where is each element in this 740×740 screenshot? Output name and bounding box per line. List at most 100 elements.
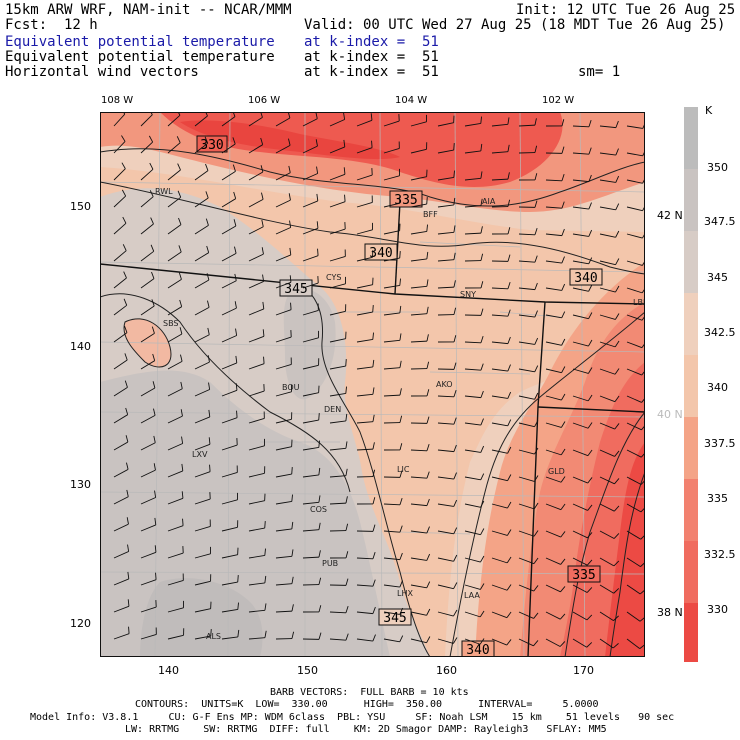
- wind-barb-flag: [399, 278, 401, 286]
- wind-barb-flag: [345, 468, 348, 476]
- wind-barb-flag: [151, 271, 155, 279]
- wind-barb: [167, 525, 184, 532]
- wind-barb: [437, 259, 454, 262]
- wind-barb: [113, 113, 126, 127]
- wind-barb: [599, 530, 615, 539]
- wind-barb-flag: [318, 495, 321, 503]
- wind-barb-flag: [453, 472, 457, 480]
- wind-barb-flag: [480, 308, 484, 316]
- wind-barb-flag: [264, 630, 267, 638]
- wind-barb: [302, 200, 318, 208]
- station-lbf: LBF: [633, 298, 645, 307]
- wind-barb-flag: [122, 244, 127, 251]
- wind-barb-flag: [178, 217, 182, 225]
- wind-barb: [221, 335, 237, 343]
- wind-barb: [221, 472, 238, 478]
- wind-barb: [113, 386, 128, 397]
- wind-barb-flag: [208, 437, 211, 445]
- wind-barb: [329, 638, 346, 641]
- wind-barb-flag: [289, 275, 292, 283]
- wind-barb: [464, 503, 481, 508]
- wind-barb: [545, 422, 562, 428]
- wind-barb-flag: [399, 305, 402, 313]
- wind-barb-flag: [426, 636, 431, 643]
- wind-barb: [275, 145, 291, 154]
- wind-barb-flag: [426, 553, 431, 561]
- wind-barb-flag: [261, 219, 264, 227]
- wind-barb-flag: [149, 162, 154, 170]
- wind-barb-flag: [560, 503, 566, 510]
- wind-barb-flag: [179, 327, 183, 335]
- wind-barb: [437, 611, 454, 617]
- wind-barb: [518, 341, 535, 345]
- wind-barb-flag: [399, 470, 403, 478]
- wind-barb: [383, 339, 400, 343]
- wind-barb: [626, 422, 642, 431]
- wind-barb: [113, 633, 130, 640]
- wind-barb-flag: [587, 532, 593, 539]
- wind-barb: [302, 173, 318, 181]
- wind-barb-flag: [506, 611, 512, 618]
- wind-barb-flag: [615, 258, 620, 265]
- wind-barb: [302, 118, 318, 127]
- wind-barb: [626, 449, 642, 458]
- wind-barb-flag: [426, 608, 431, 616]
- wind-barb: [572, 530, 588, 539]
- wind-barb-flag: [264, 603, 267, 611]
- valid-time: Valid: 00 UTC Wed 27 Aug 25 (18 MDT Tue …: [304, 17, 726, 33]
- station-den: DEN: [324, 405, 341, 414]
- wind-barb: [356, 611, 373, 615]
- wind-barb-flag: [560, 421, 566, 428]
- wind-barb-flag: [480, 528, 485, 535]
- wind-barb: [545, 260, 562, 264]
- forecast-label: Fcst:: [5, 17, 48, 33]
- wind-barb: [275, 254, 291, 262]
- wind-barb: [437, 286, 455, 289]
- wind-barb: [599, 449, 615, 457]
- wind-barb: [599, 476, 615, 485]
- station-laa: LAA: [464, 591, 480, 600]
- wind-barb-flag: [372, 442, 375, 450]
- wind-barb: [140, 442, 156, 451]
- wind-barb: [221, 581, 238, 586]
- wind-barb: [545, 611, 561, 620]
- wind-barb-flag: [260, 112, 263, 118]
- wind-barb: [302, 474, 319, 478]
- wind-barb-flag: [588, 339, 593, 347]
- wind-barb: [167, 388, 183, 397]
- colorbar-unit: K: [705, 104, 713, 117]
- wind-barb-flag: [399, 388, 402, 396]
- contour-label-335-southeast: 335: [572, 568, 595, 583]
- station-lhx: LHX: [397, 589, 413, 598]
- wind-barb-flag: [480, 226, 483, 234]
- wind-barb: [140, 223, 154, 235]
- wind-barb: [113, 195, 126, 208]
- wind-barb: [356, 638, 373, 642]
- wind-barb: [545, 530, 561, 538]
- wind-barb: [599, 503, 615, 512]
- wind-barb: [302, 282, 319, 289]
- wind-barb-flag: [150, 112, 153, 115]
- wind-barb: [383, 530, 400, 533]
- wind-barb: [221, 499, 238, 505]
- field1-level: at k-index = 51: [304, 34, 439, 50]
- wind-barb: [140, 497, 156, 505]
- wind-barb: [113, 304, 128, 316]
- wind-barb: [356, 147, 373, 154]
- forecast-hour: 12 h: [64, 17, 98, 33]
- wind-barb: [464, 449, 481, 453]
- wind-barb-flag: [372, 579, 376, 587]
- wind-barb-flag: [534, 420, 539, 427]
- wind-barb-flag: [426, 526, 430, 534]
- wind-barb: [518, 557, 535, 565]
- wind-barb: [221, 609, 238, 613]
- wind-barb-flag: [121, 135, 126, 142]
- wind-barb: [599, 611, 614, 621]
- station-bff: BFF: [423, 210, 438, 219]
- wind-barb: [329, 256, 346, 262]
- wind-barb: [383, 257, 400, 262]
- lon-label-104w: 104 W: [395, 95, 428, 106]
- wind-barb: [383, 312, 400, 316]
- wind-barb-flag: [152, 381, 156, 389]
- wind-barb-flag: [613, 588, 620, 594]
